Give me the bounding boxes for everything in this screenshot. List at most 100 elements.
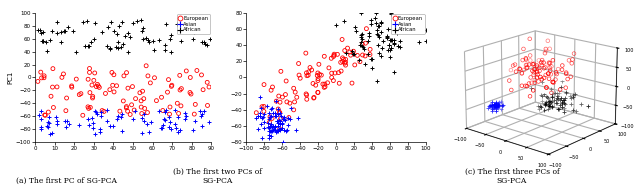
Point <box>172 115 182 119</box>
Point <box>392 32 403 35</box>
Point <box>144 40 154 43</box>
Point <box>175 128 185 131</box>
Point <box>154 109 164 112</box>
Point <box>289 87 299 90</box>
Point <box>172 22 182 25</box>
Point <box>374 24 384 27</box>
Point <box>255 95 265 98</box>
Point <box>278 116 289 119</box>
Point <box>77 114 88 117</box>
Point <box>122 71 132 74</box>
Point <box>35 113 45 116</box>
Point <box>264 133 274 136</box>
Point <box>263 126 273 129</box>
Point <box>312 74 323 77</box>
Point <box>264 130 275 133</box>
Point <box>99 110 109 113</box>
Point <box>271 99 281 102</box>
Point <box>188 129 198 132</box>
Point <box>122 110 132 113</box>
Point <box>74 123 84 126</box>
Point <box>197 29 207 33</box>
Point <box>165 105 175 108</box>
Point <box>268 124 278 127</box>
Point <box>320 85 330 88</box>
Point <box>159 110 170 113</box>
Point <box>97 109 108 112</box>
Point <box>81 19 92 22</box>
Legend: European, Asian, African: European, Asian, African <box>391 14 424 34</box>
Point <box>140 112 150 115</box>
Point <box>109 73 119 76</box>
Point <box>280 118 291 121</box>
Text: (b) The first two PCs of
SG-PCA: (b) The first two PCs of SG-PCA <box>173 168 262 185</box>
Point <box>313 91 323 94</box>
Point <box>90 71 100 74</box>
Point <box>58 72 68 75</box>
Point <box>303 70 314 73</box>
Point <box>294 62 304 65</box>
Point <box>149 76 159 79</box>
Point <box>328 79 339 82</box>
Point <box>129 108 140 112</box>
Point <box>44 111 54 114</box>
Point <box>56 41 66 44</box>
Point <box>324 66 334 69</box>
Point <box>257 117 267 120</box>
Point <box>286 106 296 109</box>
Point <box>420 40 431 43</box>
Point <box>60 30 70 33</box>
Point <box>83 105 93 108</box>
Point <box>316 74 326 77</box>
Point <box>52 119 63 122</box>
Point <box>56 31 66 34</box>
Point <box>83 78 93 81</box>
Legend: European, Asian, African: European, Asian, African <box>177 14 210 34</box>
Point <box>259 126 269 129</box>
Point <box>84 123 95 126</box>
Point <box>301 52 311 55</box>
Point <box>266 129 276 132</box>
Point <box>36 71 46 74</box>
Point <box>88 96 98 99</box>
Point <box>385 43 395 46</box>
Point <box>47 29 57 32</box>
Point <box>136 19 146 22</box>
Point <box>43 126 53 129</box>
Point <box>39 74 49 77</box>
Point <box>84 71 95 74</box>
Point <box>271 115 281 118</box>
Point <box>52 85 62 88</box>
Point <box>38 39 48 42</box>
Point <box>371 29 381 32</box>
Point <box>357 38 367 41</box>
Point <box>80 45 90 48</box>
Point <box>395 40 405 43</box>
Point <box>163 78 173 81</box>
Point <box>202 104 212 107</box>
Point <box>92 112 102 115</box>
Point <box>51 122 61 125</box>
Point <box>143 39 153 42</box>
Point <box>196 73 207 76</box>
Point <box>166 128 177 131</box>
Point <box>385 39 396 42</box>
Point <box>197 125 207 128</box>
Point <box>149 48 159 51</box>
Point <box>264 112 275 115</box>
Point <box>42 50 52 53</box>
Point <box>88 126 98 129</box>
Point <box>138 120 148 123</box>
Point <box>259 110 269 113</box>
Point <box>165 38 175 41</box>
Point <box>273 121 283 124</box>
Point <box>374 36 384 39</box>
Point <box>253 128 263 131</box>
Point <box>137 117 147 120</box>
Point <box>394 46 404 49</box>
Point <box>341 52 351 55</box>
Point <box>383 48 393 51</box>
Point <box>145 81 156 84</box>
Point <box>328 55 339 58</box>
Point <box>114 25 124 28</box>
